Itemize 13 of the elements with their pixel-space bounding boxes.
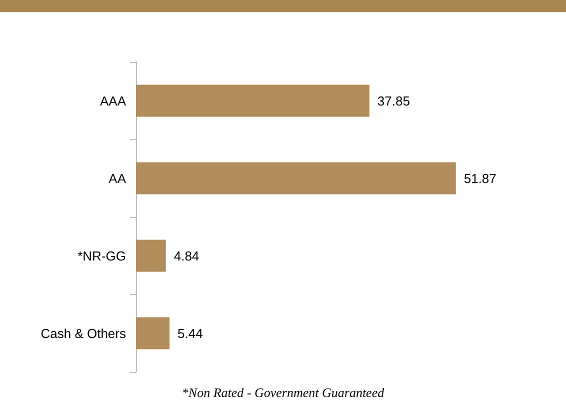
y-tick-label: *NR-GG xyxy=(78,248,126,264)
text: *Non Rated - Government Guaranteed xyxy=(182,385,385,400)
y-tick-label: AAA xyxy=(100,93,126,108)
bar xyxy=(136,162,456,194)
data-label: 4.84 xyxy=(174,248,200,264)
bar xyxy=(136,84,370,117)
y-tick-label: Cash & Others xyxy=(40,326,126,341)
data-label: 51.87 xyxy=(464,170,496,186)
y-tick-label: AA xyxy=(108,170,126,186)
data-label: 5.44 xyxy=(178,326,203,341)
bar xyxy=(136,240,166,272)
bar xyxy=(136,317,170,350)
data-label: 37.85 xyxy=(377,93,410,108)
